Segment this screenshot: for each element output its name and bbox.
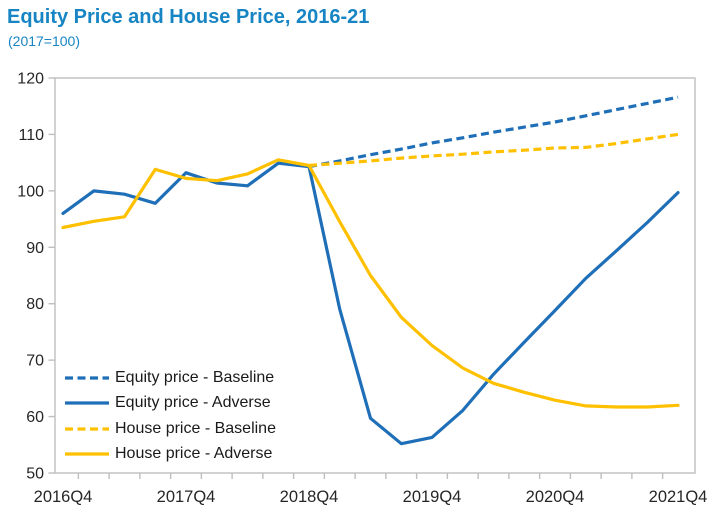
chart-subtitle: (2017=100) [8,33,81,49]
svg-text:70: 70 [26,353,44,370]
legend-item-house-adverse: House price - Adverse [64,442,276,468]
svg-text:2017Q4: 2017Q4 [157,488,216,506]
svg-text:2020Q4: 2020Q4 [526,488,585,506]
svg-text:2021Q4: 2021Q4 [649,488,708,506]
legend-line-equity-baseline-icon [65,376,109,380]
legend-line-house-adverse-icon [65,452,109,456]
svg-text:80: 80 [26,296,44,313]
svg-text:60: 60 [26,409,44,426]
legend-item-equity-adverse: Equity price - Adverse [64,391,276,417]
legend-label: Equity price - Adverse [115,394,271,412]
svg-text:2018Q4: 2018Q4 [280,488,339,506]
chart-title: Equity Price and House Price, 2016-21 [7,6,370,28]
svg-text:50: 50 [26,466,44,483]
legend: Equity price - Baseline Equity price - A… [64,365,276,467]
svg-text:2019Q4: 2019Q4 [403,488,462,506]
svg-text:2016Q4: 2016Q4 [34,488,93,506]
legend-label: Equity price - Baseline [115,368,275,386]
legend-line-house-baseline-icon [65,427,109,431]
legend-label: House price - Baseline [115,419,276,437]
legend-line-equity-adverse-icon [65,401,109,405]
legend-item-equity-baseline: Equity price - Baseline [64,365,276,391]
svg-text:110: 110 [18,127,44,144]
svg-text:120: 120 [17,71,44,88]
legend-label: House price - Adverse [115,445,273,463]
legend-item-house-baseline: House price - Baseline [64,416,276,442]
svg-text:100: 100 [17,183,44,200]
svg-text:90: 90 [26,240,44,257]
